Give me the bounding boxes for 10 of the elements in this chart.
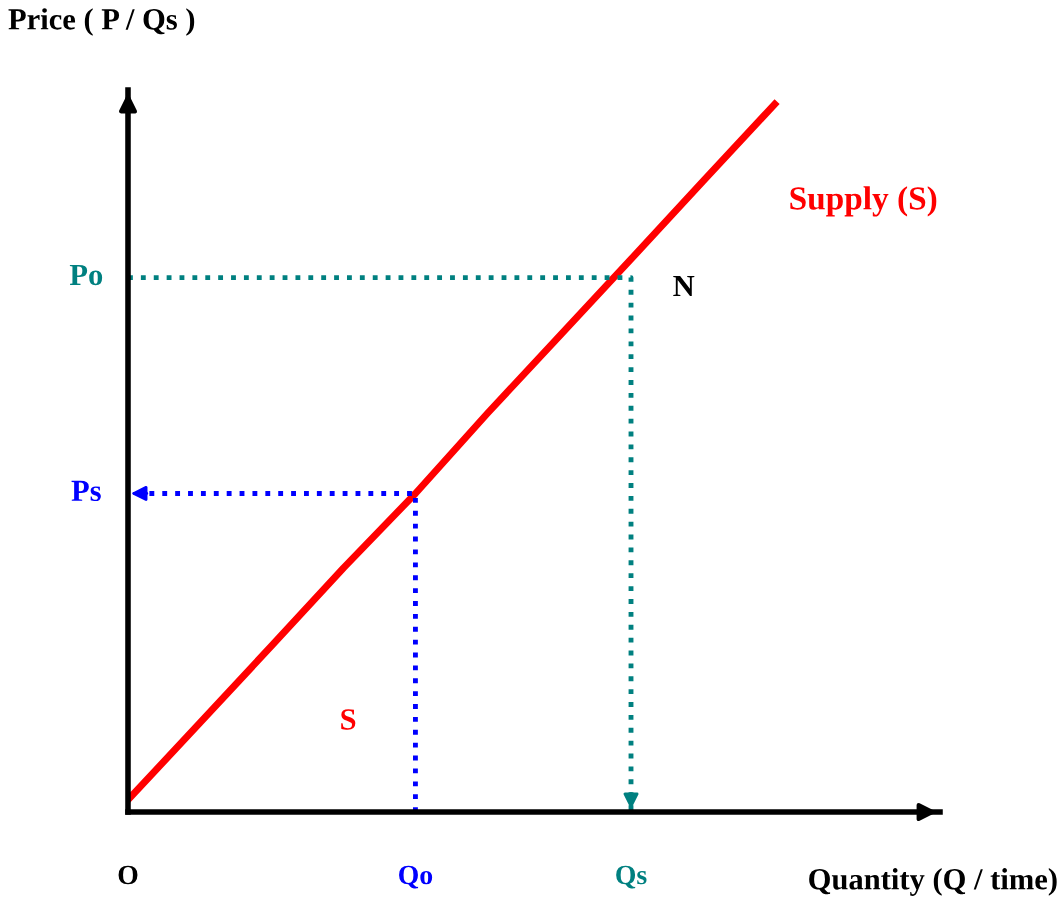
x-tick-label: O (118, 865, 138, 885)
x-tick-label: Qo (399, 865, 433, 889)
x-tick-label: Qs (616, 865, 647, 889)
y-axis-title: Price ( P / Qs ) (8, 8, 195, 36)
annotation: N (673, 276, 695, 297)
annotation: Po (69, 264, 103, 286)
annotation: S (341, 709, 356, 730)
annotation: Ps (71, 480, 101, 502)
x-axis-title: Quantity (Q / time) (809, 868, 1057, 896)
text: Supply (S) (790, 186, 937, 217)
